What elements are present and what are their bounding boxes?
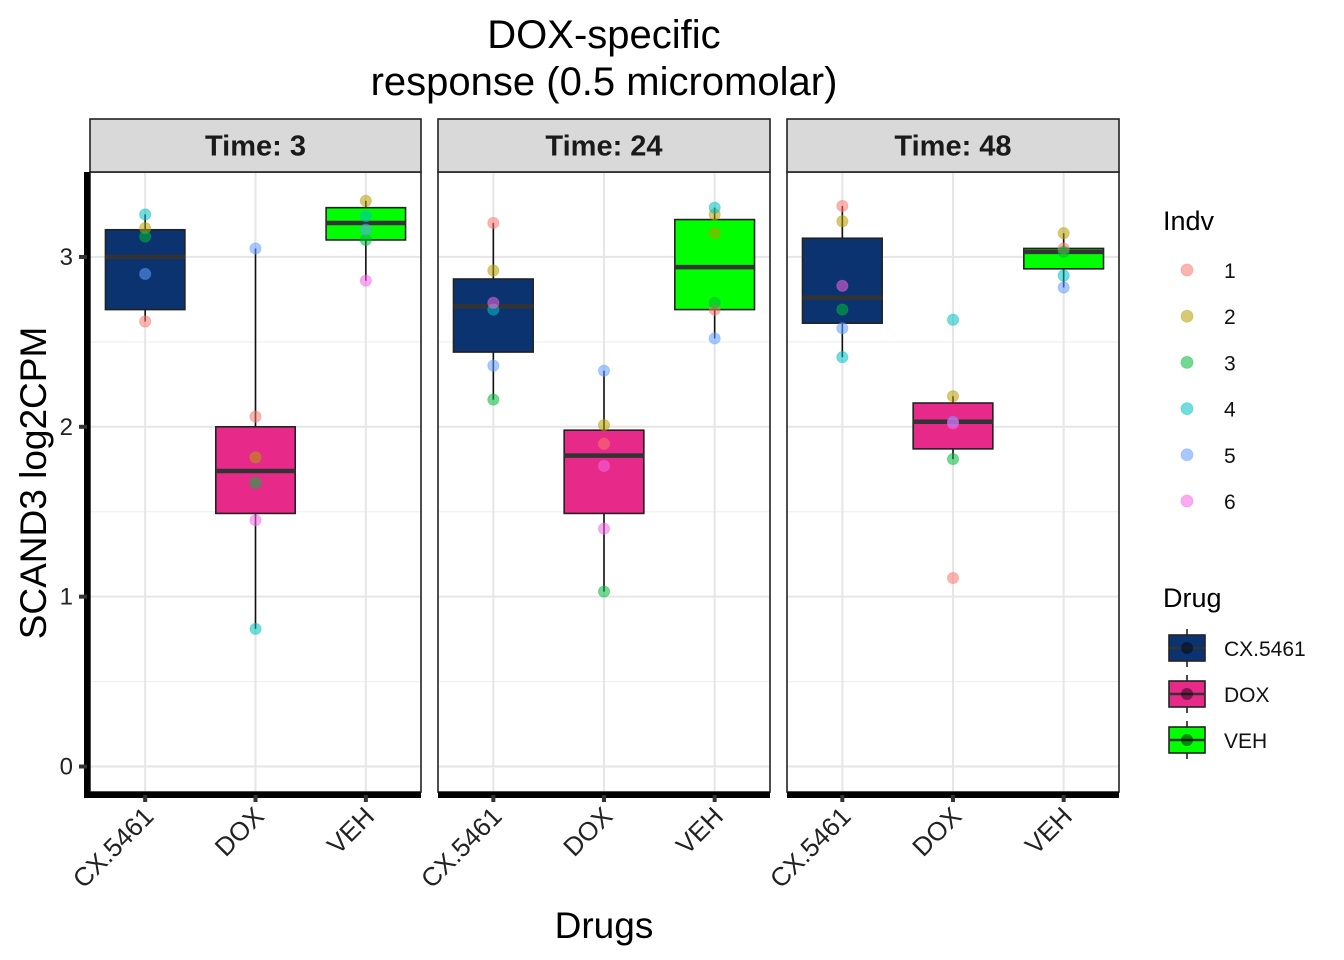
data-point xyxy=(836,279,849,292)
data-point xyxy=(139,208,152,221)
legend-title-indv: Indv xyxy=(1163,206,1215,236)
data-point xyxy=(1057,269,1070,282)
data-point xyxy=(249,514,262,527)
data-point xyxy=(597,585,611,598)
data-point xyxy=(359,194,372,207)
data-point xyxy=(597,522,611,535)
data-point xyxy=(249,410,262,423)
facet-panel: Time: 48 CX.5461 DOX VEH xyxy=(764,118,1120,894)
legend-title-drug: Drug xyxy=(1163,583,1222,613)
y-tick-label: 0 xyxy=(60,754,73,781)
legend: Indv 1 2 3 4 5 6 Drug CX.5461 DOX VEH xyxy=(1163,206,1306,759)
data-point xyxy=(708,227,721,240)
data-point xyxy=(708,332,721,345)
legend-label-indv: 6 xyxy=(1224,491,1236,514)
data-point xyxy=(836,351,849,364)
legend-label-indv: 5 xyxy=(1224,445,1236,468)
data-point xyxy=(836,199,849,213)
data-point xyxy=(836,303,849,316)
data-point xyxy=(359,233,372,247)
data-point xyxy=(597,418,611,432)
legend-key-point xyxy=(1181,642,1193,654)
data-point xyxy=(249,242,262,255)
legend-key-indv-1 xyxy=(1180,263,1194,277)
data-point xyxy=(359,274,372,287)
data-point xyxy=(249,451,262,464)
data-point xyxy=(249,476,262,489)
legend-label-indv: 2 xyxy=(1224,306,1236,329)
data-point xyxy=(487,359,500,372)
data-point xyxy=(359,210,372,223)
data-point xyxy=(1057,227,1070,240)
data-point xyxy=(139,315,152,328)
legend-label-indv: 3 xyxy=(1224,352,1236,375)
legend-label-indv: 4 xyxy=(1224,399,1236,422)
facet-strip-label: Time: 48 xyxy=(894,131,1011,163)
legend-label-drug: VEH xyxy=(1224,730,1267,753)
facet-strip xyxy=(89,118,422,173)
data-point xyxy=(139,267,152,281)
data-point xyxy=(597,459,611,472)
data-point xyxy=(1057,281,1070,294)
data-point xyxy=(487,216,500,230)
data-point xyxy=(487,393,500,406)
x-tick-label: VEH xyxy=(1019,801,1078,860)
facet-panel: Time: 3 CX.5461 DOX VEH xyxy=(67,118,422,894)
facet-strip xyxy=(437,118,771,173)
facet-panels: Time: 3 CX.5461 DOX VEH Time: 24 CX.5461 DOX VE… xyxy=(60,118,1120,894)
data-point xyxy=(597,437,611,450)
legend-label-drug: DOX xyxy=(1224,684,1270,707)
facet-strip xyxy=(786,118,1120,173)
data-point xyxy=(139,230,152,243)
x-tick-label: DOX xyxy=(557,801,618,862)
data-point xyxy=(708,296,721,309)
x-tick-label: CX.5461 xyxy=(415,801,508,894)
x-tick-label: DOX xyxy=(906,801,967,862)
facet-panel: Time: 24 CX.5461 DOX VEH xyxy=(415,118,771,894)
data-point xyxy=(359,223,372,236)
legend-key-indv-5 xyxy=(1180,448,1194,462)
x-tick-label: CX.5461 xyxy=(764,801,857,894)
data-point xyxy=(946,313,960,326)
x-tick-label: VEH xyxy=(321,801,380,860)
legend-key-indv-3 xyxy=(1180,355,1194,369)
data-point xyxy=(946,390,960,403)
legend-label-indv: 1 xyxy=(1224,260,1236,283)
y-tick-label: 2 xyxy=(60,414,73,441)
legend-key-indv-6 xyxy=(1180,494,1194,508)
facet-strip-label: Time: 24 xyxy=(545,131,662,163)
legend-key-point xyxy=(1181,688,1193,700)
x-axis-title: Drugs xyxy=(555,905,654,946)
data-point xyxy=(487,296,500,309)
chart-title-line-2: response (0.5 micromolar) xyxy=(371,60,838,104)
data-point xyxy=(836,215,849,228)
data-point xyxy=(1057,245,1070,258)
data-point xyxy=(597,364,611,377)
y-axis-title: SCAND3 log2CPM xyxy=(13,327,54,640)
y-tick-label: 3 xyxy=(60,244,73,271)
facet-strip-label: Time: 3 xyxy=(205,131,306,163)
chart-title-line-1: DOX-specific xyxy=(487,13,720,57)
box-cx-5461 xyxy=(452,278,534,353)
x-tick-label: VEH xyxy=(670,801,729,860)
x-tick-label: DOX xyxy=(209,801,270,862)
y-tick-label: 1 xyxy=(60,584,73,611)
y-axis: 0 1 2 3 xyxy=(60,172,90,798)
data-point xyxy=(487,264,500,277)
data-point xyxy=(836,322,849,335)
legend-key-indv-2 xyxy=(1180,309,1194,323)
x-tick-label: CX.5461 xyxy=(67,801,160,894)
legend-label-drug: CX.5461 xyxy=(1224,638,1306,661)
data-point xyxy=(249,622,262,636)
data-point xyxy=(946,417,960,430)
data-point xyxy=(946,452,960,466)
data-point xyxy=(708,201,721,214)
legend-key-indv-4 xyxy=(1180,402,1194,416)
data-point xyxy=(946,571,960,585)
legend-key-point xyxy=(1181,734,1193,746)
